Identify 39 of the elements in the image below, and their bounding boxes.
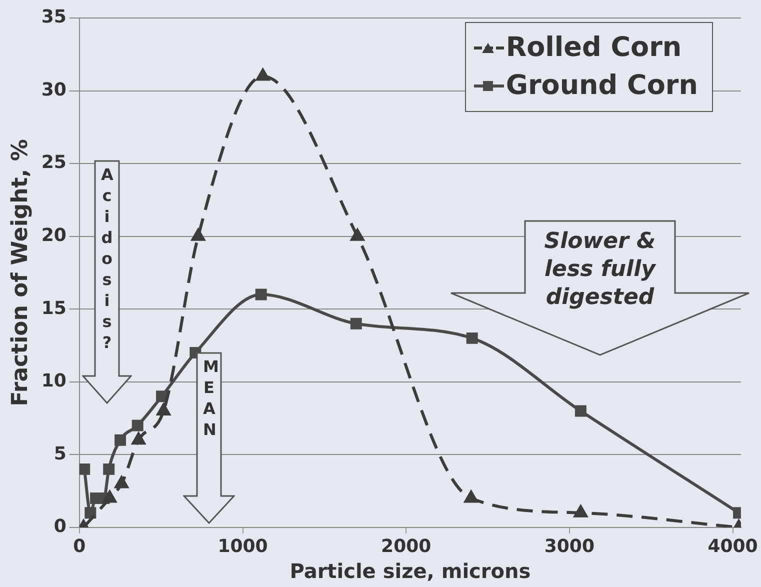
x-tick-label: 3000 bbox=[544, 536, 594, 557]
y-tick-label: 5 bbox=[54, 443, 66, 464]
point bbox=[350, 228, 364, 241]
point bbox=[132, 420, 144, 432]
x-tick-label: 1000 bbox=[218, 536, 268, 557]
point bbox=[132, 432, 146, 445]
y-tick-label: 15 bbox=[41, 298, 66, 319]
point bbox=[156, 390, 168, 402]
point bbox=[574, 505, 588, 518]
point bbox=[114, 476, 128, 488]
point bbox=[103, 463, 115, 475]
point bbox=[255, 288, 267, 300]
point bbox=[350, 318, 362, 330]
point bbox=[102, 490, 116, 503]
point bbox=[84, 507, 96, 519]
y-tick-label: 10 bbox=[41, 370, 66, 392]
legend-label: Rolled Corn bbox=[506, 31, 682, 65]
y-tick-label: 25 bbox=[41, 152, 66, 174]
y-axis-title: Fraction of Weight, % bbox=[8, 139, 33, 406]
point bbox=[464, 490, 478, 503]
annotation: Slower & less fully digested bbox=[543, 228, 658, 312]
x-tick-label: 0 bbox=[73, 536, 86, 557]
point bbox=[114, 434, 126, 446]
point bbox=[574, 405, 586, 417]
annotation: MEAN bbox=[203, 356, 219, 440]
point bbox=[156, 403, 170, 416]
x-axis-title: Particle size, microns bbox=[290, 559, 531, 584]
text: Acidosis? bbox=[101, 165, 114, 352]
point bbox=[79, 463, 90, 475]
point bbox=[191, 228, 205, 241]
legend-label: Ground Corn bbox=[506, 69, 698, 103]
x-tick-label: 2000 bbox=[381, 536, 432, 557]
y-tick-label: 30 bbox=[41, 79, 66, 100]
point bbox=[256, 68, 270, 81]
x-tick-label: 4000 bbox=[708, 536, 758, 557]
y-tick-label: 0 bbox=[54, 516, 66, 538]
y-tick-label: 35 bbox=[41, 6, 66, 28]
y-tick-label: 20 bbox=[41, 224, 66, 246]
point bbox=[466, 332, 478, 344]
